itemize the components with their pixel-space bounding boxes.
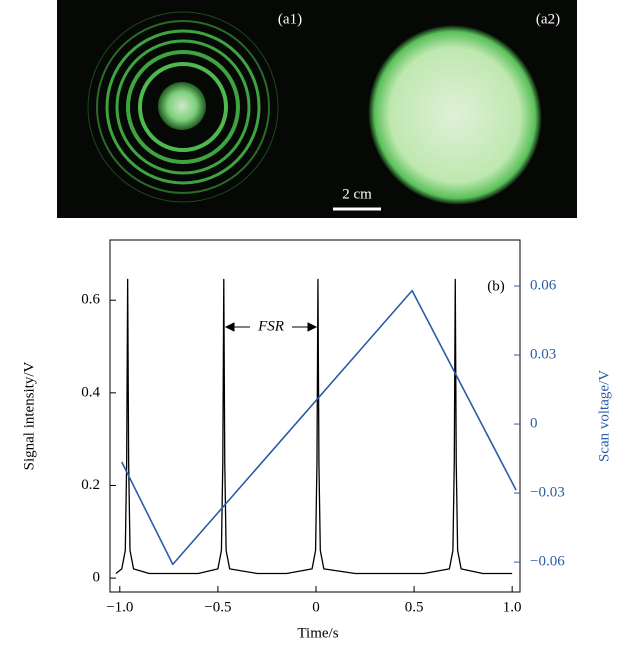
central-spot — [158, 82, 206, 130]
x-axis-label: Time/s — [297, 625, 338, 641]
x-tick-label: −1.0 — [106, 599, 133, 615]
photo-label: (a1) — [278, 11, 302, 27]
fsr-arrow — [224, 322, 318, 332]
x-tick-label: 0.5 — [405, 599, 424, 615]
y-axis-label: Signal intensity/V — [21, 361, 37, 470]
photo-panel: (a1) (a2) 2 cm — [57, 0, 577, 218]
y2-tick-label: 0.03 — [530, 346, 556, 362]
interference-rings — [87, 11, 279, 203]
x-tick-label: 1.0 — [503, 599, 522, 615]
scale-bar-label: 2 cm — [342, 186, 372, 202]
panel-label: (b) — [487, 278, 505, 294]
y-tick-label: 0 — [93, 570, 101, 586]
fsr-label: FSR — [257, 318, 284, 334]
y2-tick-label: −0.03 — [530, 485, 565, 501]
y-tick-label: 0.6 — [81, 292, 100, 308]
y-tick-label: 0.2 — [81, 477, 100, 493]
x-tick-label: 0 — [312, 599, 320, 615]
y-tick-label: 0.4 — [81, 384, 100, 400]
uniform-spot — [368, 25, 542, 205]
photo-label: (a2) — [536, 11, 560, 27]
series-line — [115, 278, 513, 575]
y2-axis-label: Scan voltage/V — [596, 370, 612, 462]
y2-tick-label: 0 — [530, 415, 538, 431]
series-line — [121, 289, 517, 566]
y2-tick-label: 0.06 — [530, 277, 557, 293]
y2-tick-label: −0.06 — [530, 554, 565, 570]
x-tick-label: −0.5 — [204, 599, 231, 615]
plot-frame — [109, 239, 521, 593]
